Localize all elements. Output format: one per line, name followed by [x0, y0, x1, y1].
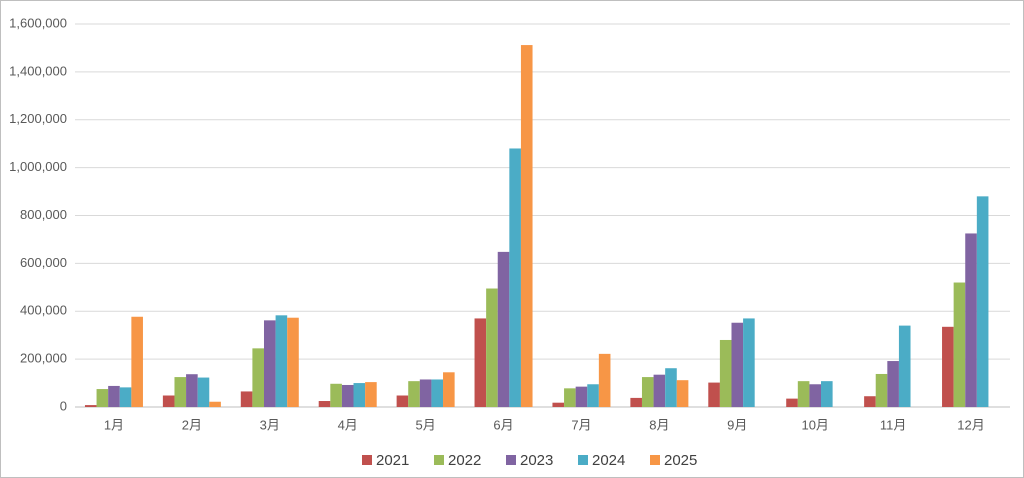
- legend-swatch: [434, 455, 444, 465]
- y-tick-label: 400,000: [20, 303, 67, 318]
- bar: [676, 380, 689, 407]
- y-tick-label: 0: [60, 398, 67, 413]
- bar: [431, 379, 444, 407]
- legend-label: 2021: [376, 452, 409, 469]
- legend-label: 2023: [520, 452, 553, 469]
- y-tick-label: 600,000: [20, 255, 67, 270]
- bar: [953, 282, 966, 407]
- bar: [942, 326, 954, 407]
- bar: [419, 379, 432, 407]
- bar: [408, 381, 420, 407]
- bar: [174, 377, 187, 407]
- bar: [598, 353, 611, 407]
- bar: [486, 288, 498, 407]
- y-tick-label: 800,000: [20, 207, 67, 222]
- x-tick-label: 7月: [571, 417, 591, 432]
- legend-swatch: [578, 455, 588, 465]
- bar: [887, 361, 899, 407]
- bar: [786, 398, 798, 407]
- legend-label: 2025: [664, 452, 697, 469]
- bar: [575, 386, 588, 407]
- bar: [84, 405, 97, 407]
- bar: [353, 383, 366, 407]
- bar: [318, 401, 331, 407]
- bar: [396, 395, 409, 407]
- bar: [443, 372, 455, 407]
- bar: [653, 374, 666, 407]
- bar: [365, 382, 377, 407]
- bar: [240, 391, 253, 407]
- bar: [552, 402, 565, 407]
- bar: [743, 318, 755, 407]
- bar: [197, 377, 210, 407]
- y-tick-label: 1,400,000: [9, 63, 67, 78]
- bar: [731, 322, 744, 407]
- bar: [341, 384, 354, 407]
- bar: [275, 315, 288, 407]
- x-tick-label: 5月: [416, 417, 436, 432]
- bar: [287, 317, 299, 407]
- bar: [864, 396, 876, 407]
- x-tick-label: 3月: [260, 417, 280, 432]
- bar: [630, 397, 642, 407]
- x-tick-label: 2月: [182, 417, 202, 432]
- x-tick-label: 10月: [801, 417, 828, 432]
- bar: [209, 401, 221, 407]
- bar: [809, 384, 822, 407]
- x-tick-label: 4月: [338, 417, 358, 432]
- bar: [108, 385, 120, 407]
- bar: [965, 233, 977, 407]
- bar: [330, 383, 342, 407]
- bar: [497, 251, 510, 407]
- bar: [509, 148, 521, 407]
- bar: [520, 45, 533, 407]
- bar: [665, 368, 677, 407]
- bar: [263, 320, 276, 407]
- y-tick-label: 200,000: [20, 351, 67, 366]
- legend-label: 2022: [448, 452, 481, 469]
- bar: [186, 374, 198, 407]
- bar: [252, 348, 264, 407]
- x-tick-label: 12月: [957, 417, 984, 432]
- x-tick-label: 6月: [493, 417, 513, 432]
- bar: [708, 382, 720, 407]
- x-tick-label: 9月: [727, 417, 747, 432]
- bar: [898, 325, 911, 407]
- bar: [564, 388, 576, 407]
- legend-label: 2024: [592, 452, 625, 469]
- x-tick-label: 1月: [104, 417, 124, 432]
- bar: [719, 339, 732, 407]
- x-tick-label: 11月: [880, 417, 907, 432]
- bar: [96, 389, 109, 407]
- bar: [162, 395, 175, 407]
- bar: [474, 318, 487, 407]
- y-tick-label: 1,200,000: [9, 111, 67, 126]
- y-tick-label: 1,000,000: [9, 159, 67, 174]
- legend-swatch: [362, 455, 372, 465]
- legend: 2021 2022 2023 2024 2025: [362, 452, 697, 469]
- bar: [119, 387, 132, 407]
- legend-swatch: [506, 455, 516, 465]
- legend-swatch: [650, 455, 660, 465]
- bar: [641, 377, 654, 407]
- y-tick-label: 1,600,000: [9, 15, 67, 30]
- bar: [131, 316, 143, 407]
- bar: [821, 381, 833, 407]
- bar: [797, 381, 810, 407]
- bar: [875, 373, 888, 407]
- bar: [587, 384, 599, 407]
- x-tick-label: 8月: [649, 417, 669, 432]
- bar: [976, 196, 989, 407]
